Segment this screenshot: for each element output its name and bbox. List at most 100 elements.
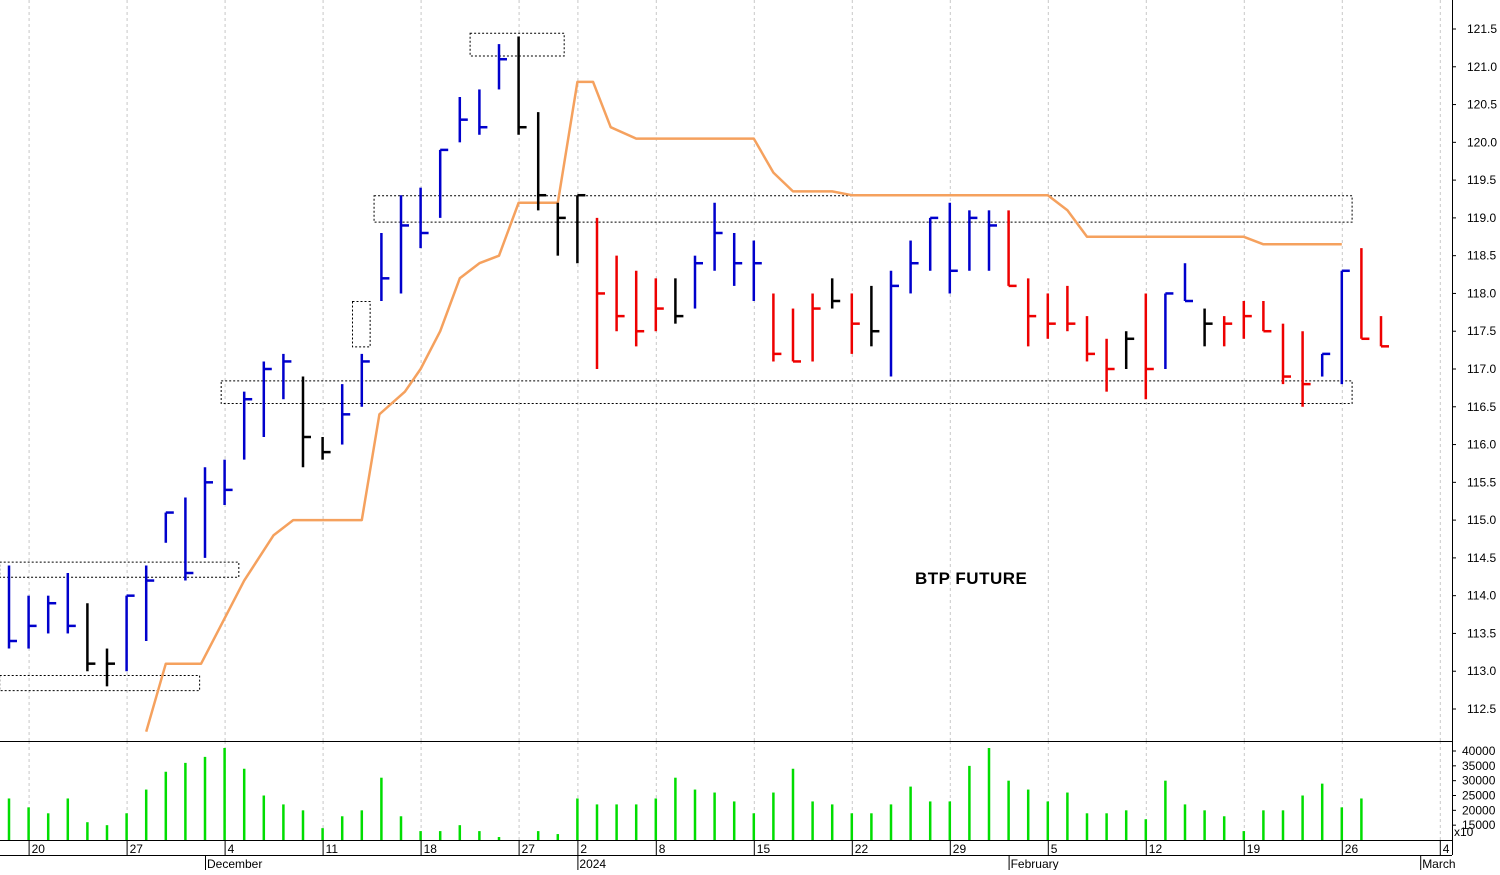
ohlc-bar — [1360, 248, 1370, 341]
ohlc-bar — [86, 603, 96, 672]
ohlc-bar — [889, 270, 899, 377]
volume-tick-label: 35000 — [1462, 759, 1496, 773]
month-label: 2024 — [579, 857, 606, 870]
volume-tick-label: 30000 — [1462, 774, 1496, 788]
month-label: March — [1422, 857, 1455, 870]
ohlc-bar — [870, 285, 880, 347]
day-label: 27 — [522, 842, 536, 856]
ohlc-bar — [674, 278, 684, 324]
ohlc-bar — [144, 565, 155, 641]
ohlc-bar — [438, 148, 449, 218]
ohlc-bar — [419, 187, 429, 249]
ohlc-bar — [968, 210, 978, 271]
ohlc-bar — [811, 293, 821, 362]
day-label: 18 — [424, 842, 438, 856]
day-label: 19 — [1247, 842, 1261, 856]
ohlc-bar — [46, 595, 57, 634]
price-bars — [7, 36, 1389, 687]
ohlc-bar — [830, 278, 841, 309]
chart-title: BTP FUTURE — [915, 569, 1027, 588]
ohlc-bar — [928, 216, 939, 271]
ohlc-bar — [66, 573, 76, 634]
ohlc-bar — [1046, 293, 1056, 339]
range-box — [220, 380, 1353, 405]
ohlc-bar — [713, 202, 723, 271]
ohlc-bar — [125, 594, 135, 672]
price-tick-label: 117.5 — [1467, 324, 1496, 338]
ohlc-bar — [850, 293, 860, 354]
ohlc-bar — [478, 89, 488, 135]
volume-multiplier-label: x10 — [1454, 825, 1474, 839]
price-tick-label: 113.5 — [1467, 626, 1496, 640]
ohlc-bar — [1262, 301, 1272, 333]
ohlc-bar — [223, 459, 233, 505]
ohlc-bar — [987, 210, 997, 271]
ohlc-bar — [536, 112, 547, 211]
price-tick-label: 116.0 — [1467, 438, 1496, 452]
price-tick-label: 115.5 — [1467, 475, 1496, 489]
grid-layer — [28, 0, 1441, 840]
ohlc-bar — [1340, 269, 1350, 385]
ohlc-bar — [399, 195, 409, 294]
price-tick-label: 121.0 — [1467, 60, 1497, 74]
ohlc-bar — [1066, 285, 1076, 332]
stop-line-layer — [144, 80, 1342, 733]
ohlc-bar — [164, 511, 174, 543]
ohlc-bar — [634, 270, 645, 347]
price-tick-label: 118.0 — [1467, 286, 1496, 300]
ohlc-bar — [732, 233, 743, 286]
ohlc-bar — [772, 293, 782, 362]
ohlc-bar — [203, 467, 213, 558]
ohlc-bar — [340, 384, 351, 445]
volume-tick-label: 20000 — [1462, 803, 1496, 817]
ohlc-bar — [262, 361, 272, 437]
month-label: February — [1011, 857, 1059, 870]
ohlc-bar — [282, 353, 292, 400]
ohlc-bar — [654, 278, 664, 332]
ohlc-bar — [105, 648, 115, 687]
price-tick-label: 117.0 — [1467, 362, 1496, 376]
ohlc-bar — [1203, 308, 1213, 347]
ohlc-bar — [458, 97, 468, 143]
month-label: December — [207, 857, 262, 870]
price-tick-label: 112.5 — [1467, 702, 1496, 716]
price-tick-label: 114.0 — [1467, 589, 1496, 603]
day-label: 26 — [1345, 842, 1359, 856]
day-label: 4 — [228, 842, 235, 856]
price-tick-label: 118.5 — [1467, 249, 1496, 263]
ohlc-bar — [1320, 352, 1331, 377]
ohlc-bar — [1379, 316, 1389, 348]
ohlc-bar — [752, 240, 762, 301]
day-label: 29 — [953, 842, 967, 856]
price-tick-label: 114.5 — [1467, 551, 1496, 565]
ohlc-bar — [1144, 293, 1154, 400]
ohlc-bar — [1007, 210, 1017, 288]
day-label: 5 — [1051, 842, 1058, 856]
range-box — [0, 675, 201, 692]
ohlc-bar — [615, 255, 625, 332]
day-label: 15 — [757, 842, 771, 856]
price-tick-label: 113.0 — [1467, 664, 1496, 678]
ohlc-bar — [1124, 331, 1135, 369]
day-label: 22 — [855, 842, 869, 856]
ohlc-bar — [948, 202, 958, 294]
day-label: 4 — [1443, 842, 1450, 856]
ohlc-bar — [1242, 301, 1252, 339]
axis-labels: 112.5 113.0 113.5 114.0 114.5 115.0 115.5 116.0… — [28, 22, 1497, 871]
day-label: 20 — [32, 842, 46, 856]
ohlc-bar — [1164, 292, 1174, 369]
ohlc-bar — [693, 255, 703, 309]
day-label: 27 — [130, 842, 144, 856]
ohlc-bar — [7, 565, 17, 649]
ohlc-bar — [791, 308, 801, 363]
ohlc-bar — [556, 202, 566, 256]
price-tick-label: 119.0 — [1467, 211, 1496, 225]
ohlc-bar — [360, 353, 370, 407]
ohlc-bar — [595, 217, 605, 369]
price-tick-label: 116.5 — [1467, 400, 1496, 414]
ohlc-bar — [1026, 278, 1037, 347]
range-boxes — [0, 32, 1353, 692]
day-label: 2 — [580, 842, 587, 856]
price-tick-label: 115.0 — [1467, 513, 1496, 527]
